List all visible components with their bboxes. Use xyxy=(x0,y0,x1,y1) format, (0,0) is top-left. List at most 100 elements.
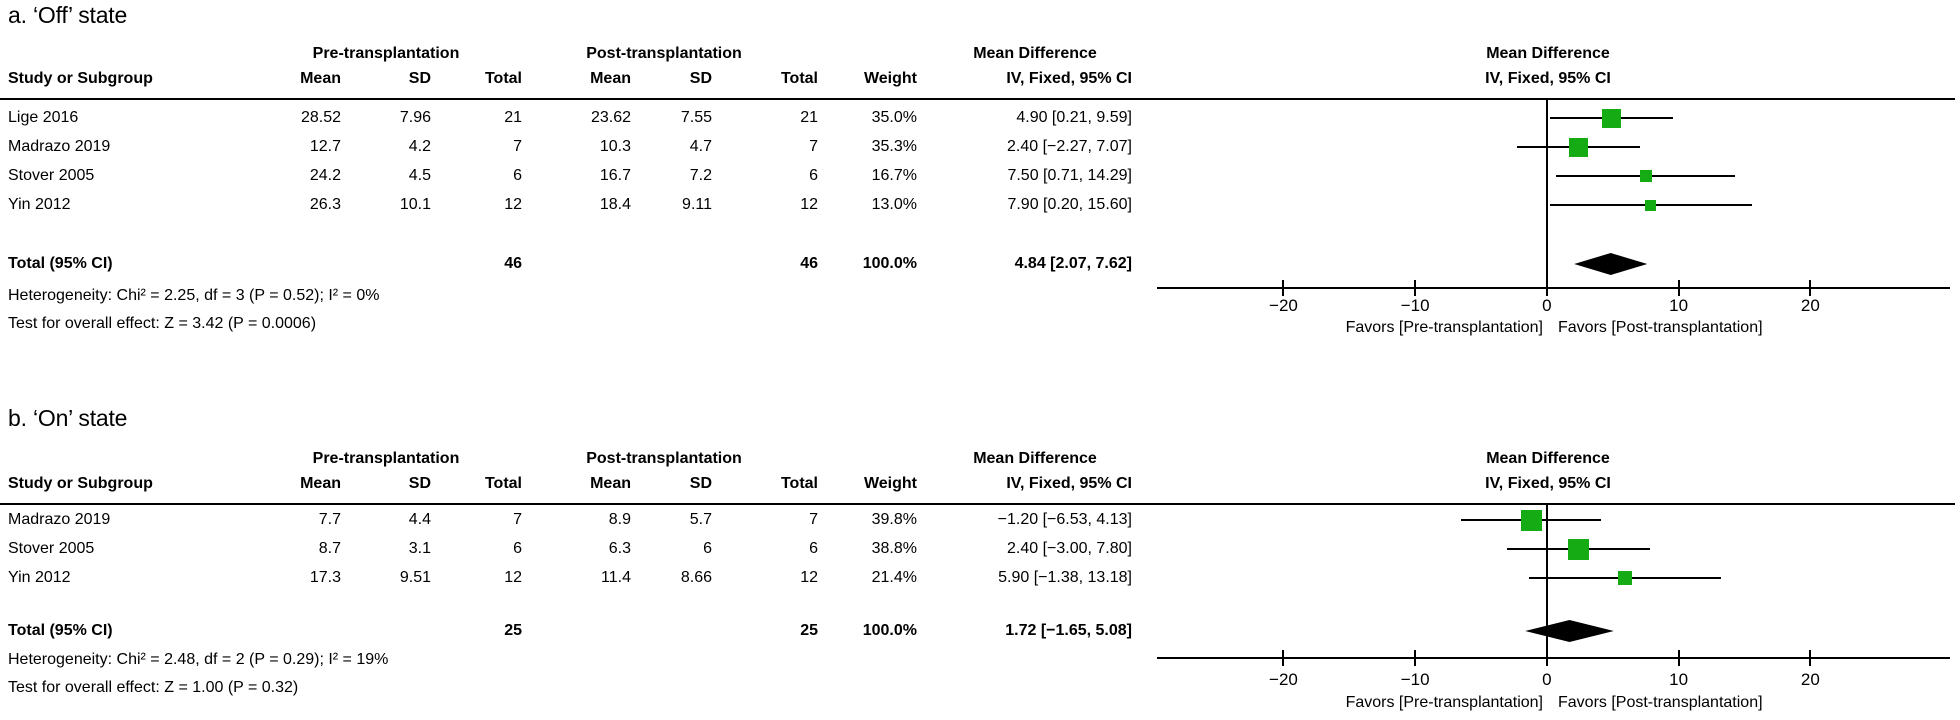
col-header-pre-mean: Mean xyxy=(300,70,341,87)
favors-left-label: Favors [Pre-transplantation] xyxy=(1345,694,1543,711)
col-header-post-mean: Mean xyxy=(590,475,631,492)
pre-sd: 4.4 xyxy=(408,511,431,528)
pre-total: 21 xyxy=(504,109,522,126)
axis-tick xyxy=(1414,650,1417,666)
study-row: Stover 2005 8.7 3.1 6 6.3 6 6 38.8% 2.40… xyxy=(0,538,1960,560)
weight: 16.7% xyxy=(871,167,917,184)
post-mean: 18.4 xyxy=(599,196,631,213)
post-total: 12 xyxy=(800,196,818,213)
plot-header-ci: IV, Fixed, 95% CI xyxy=(1485,70,1611,87)
total-row: Total (95% CI) 25 25 100.0% 1.72 [−1.65,… xyxy=(0,620,1960,642)
axis-line xyxy=(1157,657,1950,659)
pre-mean: 8.7 xyxy=(318,540,341,557)
effect-square xyxy=(1568,538,1590,560)
axis-tick-label: −10 xyxy=(1400,670,1430,689)
favors-left-label: Favors [Pre-transplantation] xyxy=(1345,319,1543,336)
overall-effect-note: Test for overall effect: Z = 1.00 (P = 0… xyxy=(8,679,299,696)
post-sd: 9.11 xyxy=(682,196,712,213)
md-ci: 2.40 [−3.00, 7.80] xyxy=(1007,540,1132,557)
pre-sd: 3.1 xyxy=(408,540,431,557)
axis-tick-label: 0 xyxy=(1542,670,1552,689)
group-header-post: Post-transplantation xyxy=(586,450,742,467)
axis-tick xyxy=(1809,650,1812,666)
total-pre-total: 25 xyxy=(504,622,522,639)
plot-header-mean-difference: Mean Difference xyxy=(1486,450,1610,467)
axis-tick-label: 20 xyxy=(1800,296,1820,315)
pre-sd: 7.96 xyxy=(399,109,431,126)
axis-tick xyxy=(1282,280,1285,296)
heterogeneity-note: Heterogeneity: Chi² = 2.48, df = 2 (P = … xyxy=(8,651,389,668)
total-pre-total: 46 xyxy=(504,255,522,272)
study-name: Yin 2012 xyxy=(8,569,71,586)
axis-tick xyxy=(1809,280,1812,296)
post-mean: 11.4 xyxy=(601,569,631,586)
axis-tick-label: 20 xyxy=(1800,670,1820,689)
md-ci: −1.20 [−6.53, 4.13] xyxy=(997,511,1132,528)
col-header-pre-sd: SD xyxy=(408,70,431,87)
favors-right-label: Favors [Post-transplantation] xyxy=(1558,319,1763,336)
post-mean: 6.3 xyxy=(608,540,631,557)
study-row: Stover 2005 24.2 4.5 6 16.7 7.2 6 16.7% … xyxy=(0,165,1960,187)
col-header-post-total: Total xyxy=(780,70,818,87)
effect-square xyxy=(1520,509,1542,531)
group-header-row: Pre-transplantation Post-transplantation… xyxy=(0,43,1960,65)
pre-total: 7 xyxy=(513,138,522,155)
weight: 13.0% xyxy=(871,196,917,213)
axis-tick xyxy=(1677,650,1680,666)
group-header-row: Pre-transplantation Post-transplantation… xyxy=(0,448,1960,470)
col-header-pre-total: Total xyxy=(484,475,522,492)
effect-square xyxy=(1617,571,1632,585)
post-total: 12 xyxy=(800,569,818,586)
axis-tick xyxy=(1677,280,1680,296)
weight: 35.3% xyxy=(871,138,917,155)
study-name: Madrazo 2019 xyxy=(8,138,111,155)
total-post-total: 25 xyxy=(800,622,818,639)
panel-title: a. ‘Off’ state xyxy=(8,2,128,28)
post-total: 6 xyxy=(809,167,818,184)
post-total: 7 xyxy=(809,511,818,528)
study-name: Stover 2005 xyxy=(8,167,95,184)
pre-sd: 9.51 xyxy=(399,569,431,586)
post-sd: 5.7 xyxy=(689,511,712,528)
study-row: Yin 2012 17.3 9.51 12 11.4 8.66 12 21.4%… xyxy=(0,567,1960,589)
pre-mean: 28.52 xyxy=(300,109,341,126)
total-label: Total (95% CI) xyxy=(8,255,113,272)
pre-total: 12 xyxy=(504,196,522,213)
col-header-ci: IV, Fixed, 95% CI xyxy=(1006,70,1132,87)
col-header-study: Study or Subgroup xyxy=(8,70,153,87)
pre-total: 6 xyxy=(513,167,522,184)
pre-sd: 4.5 xyxy=(408,167,431,184)
heterogeneity-note: Heterogeneity: Chi² = 2.25, df = 3 (P = … xyxy=(8,287,380,304)
col-header-weight: Weight xyxy=(863,70,917,87)
total-post-total: 46 xyxy=(800,255,818,272)
post-sd: 7.2 xyxy=(689,167,712,184)
study-name: Yin 2012 xyxy=(8,196,71,213)
axis-tick-label: −20 xyxy=(1269,670,1298,689)
post-total: 21 xyxy=(800,109,818,126)
post-sd: 6 xyxy=(703,540,712,557)
pre-mean: 24.2 xyxy=(309,167,341,184)
axis-tick-label: −10 xyxy=(1400,296,1430,315)
total-row: Total (95% CI) 46 46 100.0% 4.84 [2.07, … xyxy=(0,253,1960,275)
post-mean: 10.3 xyxy=(599,138,631,155)
plot-header-mean-difference: Mean Difference xyxy=(1486,45,1610,62)
column-header-row: Study or Subgroup Mean SD Total Mean SD … xyxy=(0,68,1960,90)
md-ci: 7.50 [0.71, 14.29] xyxy=(1007,167,1132,184)
col-header-study: Study or Subgroup xyxy=(8,475,153,492)
group-header-mean-difference: Mean Difference xyxy=(973,45,1097,62)
post-total: 6 xyxy=(809,540,818,557)
pre-sd: 4.2 xyxy=(408,138,431,155)
favors-right-label: Favors [Post-transplantation] xyxy=(1558,694,1763,711)
column-header-row: Study or Subgroup Mean SD Total Mean SD … xyxy=(0,473,1960,495)
post-mean: 16.7 xyxy=(599,167,631,184)
col-header-pre-total: Total xyxy=(484,70,522,87)
post-sd: 7.55 xyxy=(680,109,712,126)
post-total: 7 xyxy=(809,138,818,155)
zero-line xyxy=(1545,505,1548,658)
effect-square xyxy=(1601,108,1621,128)
total-diamond xyxy=(1574,253,1648,275)
effect-square xyxy=(1569,137,1589,157)
post-sd: 4.7 xyxy=(689,138,712,155)
axis-tick-label: −20 xyxy=(1269,296,1298,315)
